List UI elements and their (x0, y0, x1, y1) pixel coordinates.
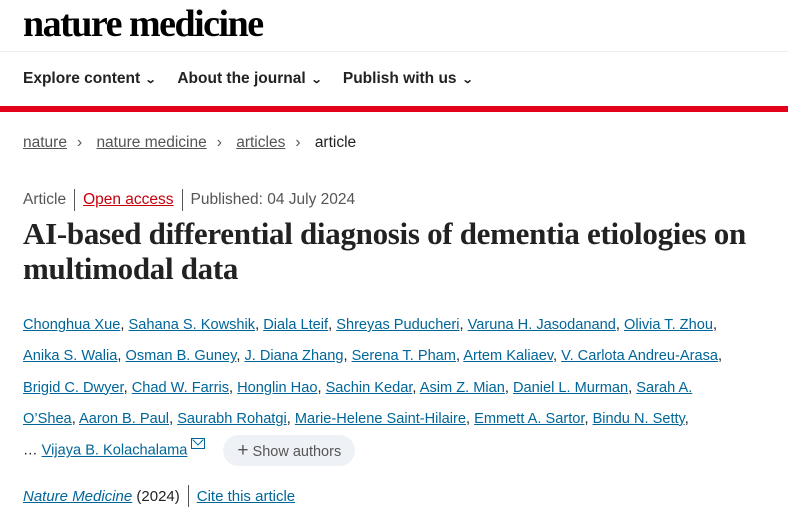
author-line: Chonghua Xue, Sahana S. Kowshik, Diala L… (23, 317, 717, 333)
journal-link[interactable]: Nature Medicine (23, 487, 133, 505)
divider (74, 189, 76, 211)
nav-explore-content[interactable]: Explore content ⌄ (23, 70, 157, 88)
author-link[interactable]: Sahana S. Kowshik (128, 317, 256, 333)
breadcrumb-nature[interactable]: nature (23, 134, 67, 151)
author-link[interactable]: Marie-Helene Saint-Hilaire (294, 410, 466, 427)
article-meta: Article Open access Published: 04 July 2… (23, 189, 355, 211)
author-link[interactable]: Serena T. Pham (351, 348, 456, 365)
article-type: Article (23, 191, 67, 208)
author-link[interactable]: V. Carlota Andreu-Arasa (561, 348, 719, 365)
breadcrumb-current: article (314, 134, 357, 151)
author-link[interactable]: Olivia T. Zhou (623, 317, 713, 333)
breadcrumb-nature-medicine[interactable]: nature medicine (96, 134, 207, 151)
divider (0, 51, 788, 52)
nav-publish-with-us[interactable]: Publish with us ⌄ (342, 70, 474, 88)
main-nav: Explore content ⌄ About the journal ⌄ Publ… (23, 70, 474, 88)
author-link[interactable]: Sarah A. (636, 379, 693, 396)
author-link[interactable]: Shreyas Puducheri (336, 317, 460, 333)
nav-label: About the journal (177, 70, 306, 87)
chevron-down-icon: ⌄ (461, 74, 474, 86)
citation: Nature Medicine (2024) Cite this article (23, 485, 295, 507)
author-link[interactable]: Chonghua Xue (23, 317, 121, 333)
author-link[interactable]: Brigid C. Dwyer (23, 379, 124, 396)
show-authors-button[interactable]: + Show authors (223, 435, 356, 467)
author-line: O’Shea, Aaron B. Paul, Saurabh Rohatgi, … (23, 410, 689, 427)
citation-year: (2024) (136, 487, 180, 505)
breadcrumb-articles[interactable]: articles (236, 134, 286, 151)
nav-about-journal[interactable]: About the journal ⌄ (177, 70, 323, 88)
author-link[interactable]: Emmett A. Sartor (474, 410, 585, 427)
author-link[interactable]: Chad W. Farris (131, 379, 229, 396)
author-link[interactable]: Anika S. Walia (23, 348, 118, 365)
chevron-down-icon: ⌄ (144, 74, 157, 86)
breadcrumb: nature › nature medicine › articles › artic… (23, 134, 356, 152)
open-access-link[interactable]: Open access (83, 191, 174, 208)
show-authors-label: Show authors (252, 444, 342, 461)
author-link[interactable]: J. Diana Zhang (244, 348, 344, 365)
chevron-down-icon: ⌄ (310, 74, 323, 86)
author-link[interactable]: Sachin Kedar (325, 379, 413, 396)
author-link[interactable]: Bindu N. Setty (592, 410, 685, 427)
author-link[interactable]: Varuna H. Jasodanand (467, 317, 616, 333)
nav-label: Explore content (23, 70, 141, 87)
cite-this-article-link[interactable]: Cite this article (196, 487, 296, 505)
article-title: AI-based differential diagnosis of demen… (23, 216, 746, 286)
plus-icon: + (237, 440, 249, 462)
corresponding-author-link[interactable]: Vijaya B. Kolachalama (41, 442, 188, 459)
author-link[interactable]: Osman B. Guney (125, 348, 237, 365)
author-line: Brigid C. Dwyer, Chad W. Farris, Honglin… (23, 379, 693, 396)
author-link[interactable]: Honglin Hao (237, 379, 318, 396)
author-link[interactable]: Aaron B. Paul (79, 410, 170, 427)
author-link[interactable]: Daniel L. Murman (512, 379, 629, 396)
author-link[interactable]: Saurabh Rohatgi (177, 410, 287, 427)
ellipsis: … (23, 442, 38, 459)
author-link[interactable]: O’Shea (23, 410, 72, 427)
author-list: Chonghua Xue, Sahana S. Kowshik, Diala L… (23, 310, 722, 467)
journal-logo[interactable]: nature medicine (23, 3, 264, 45)
chevron-right-icon: › (76, 134, 83, 151)
header-accent-bar (0, 106, 788, 112)
email-icon[interactable] (191, 437, 206, 449)
author-link[interactable]: Diala Lteif (263, 317, 329, 333)
author-link[interactable]: Artem Kaliaev (463, 348, 554, 365)
chevron-right-icon: › (295, 134, 301, 151)
author-line: Anika S. Walia, Osman B. Guney, J. Diana… (23, 348, 723, 365)
author-line: … Vijaya B. Kolachalama + Show authors (23, 435, 722, 467)
author-link[interactable]: Asim Z. Mian (419, 379, 505, 396)
nav-label: Publish with us (342, 70, 457, 87)
chevron-right-icon: › (216, 134, 222, 151)
published-date: Published: 04 July 2024 (190, 191, 356, 208)
divider (181, 189, 183, 211)
divider (187, 485, 189, 507)
